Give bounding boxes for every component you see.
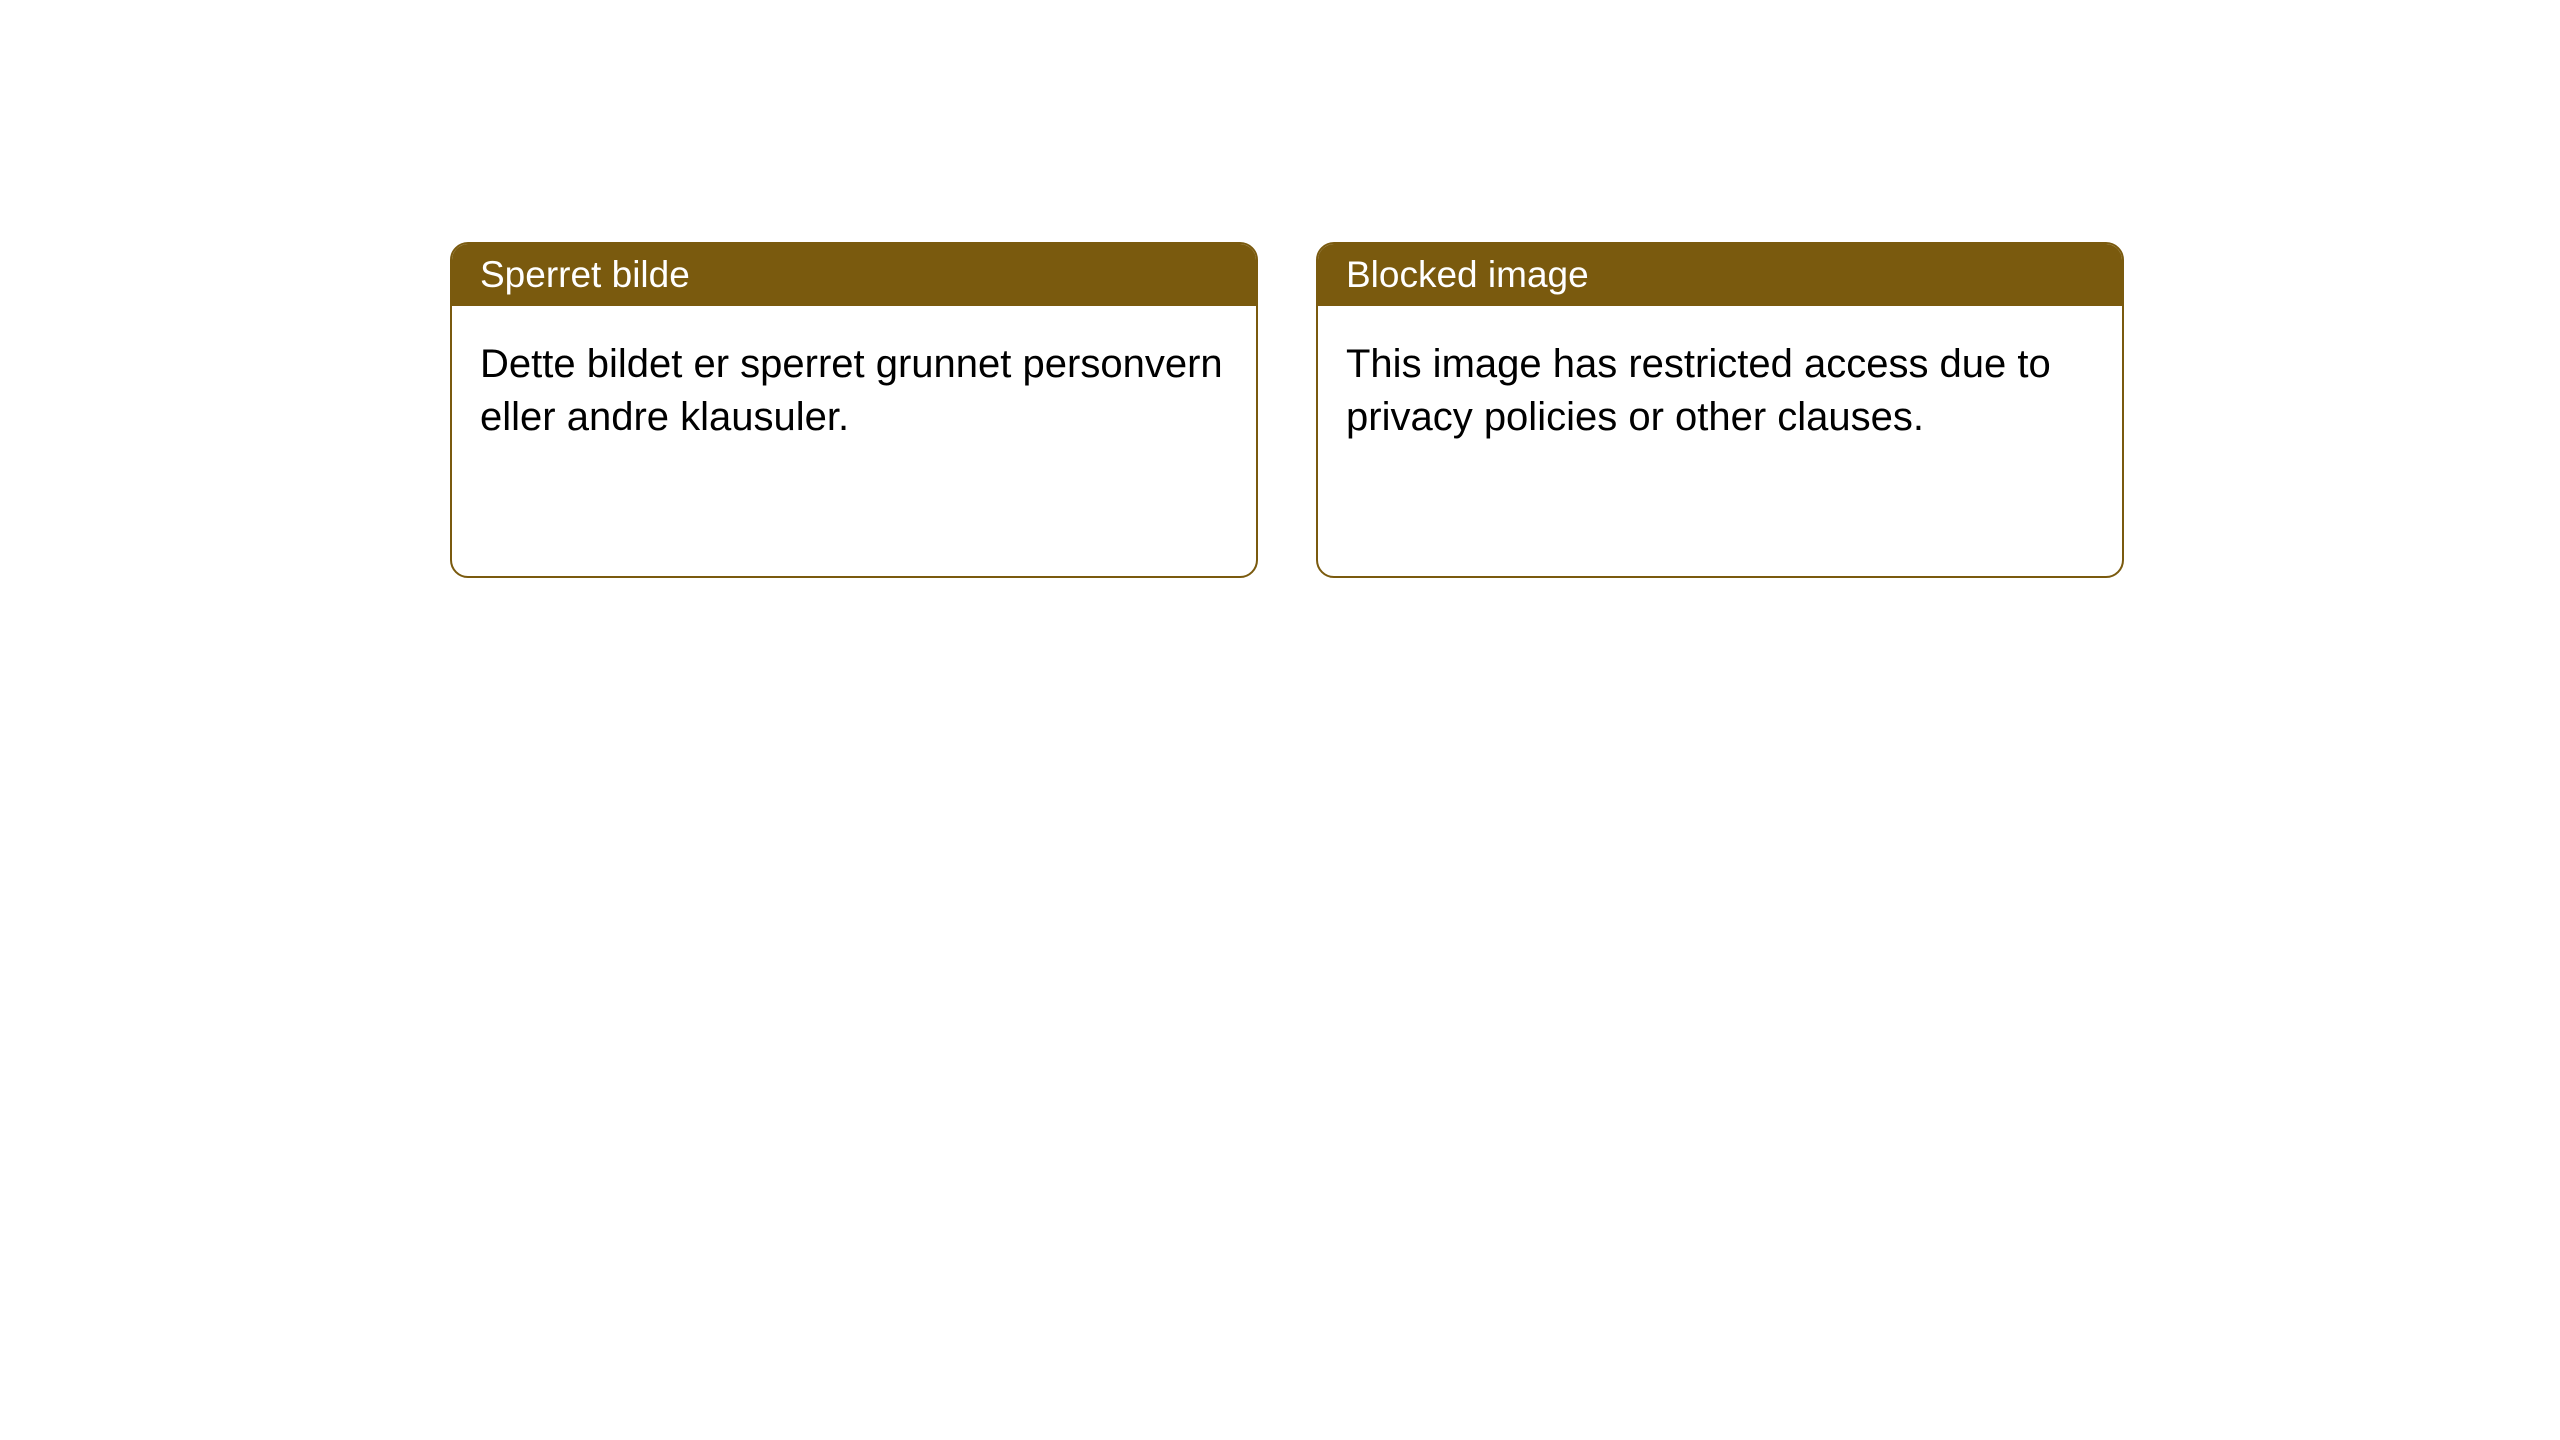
notice-body-english: This image has restricted access due to … — [1318, 306, 2122, 576]
notice-header-english: Blocked image — [1318, 244, 2122, 306]
notice-header-norwegian: Sperret bilde — [452, 244, 1256, 306]
notice-body-norwegian: Dette bildet er sperret grunnet personve… — [452, 306, 1256, 576]
notice-container: Sperret bilde Dette bildet er sperret gr… — [0, 0, 2560, 578]
notice-card-english: Blocked image This image has restricted … — [1316, 242, 2124, 578]
notice-card-norwegian: Sperret bilde Dette bildet er sperret gr… — [450, 242, 1258, 578]
